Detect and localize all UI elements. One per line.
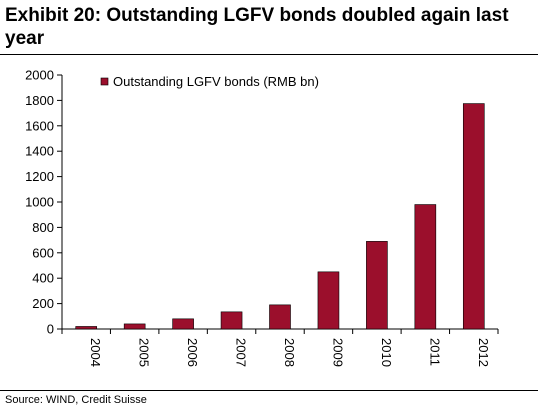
y-axis: 0 200 400 600 800 1000 1200 1400 1600 1800 2000 [25, 68, 63, 337]
y-tick-label: 1600 [25, 118, 54, 133]
bar [414, 204, 437, 330]
x-tick-label: 2011 [427, 338, 442, 366]
bar [462, 103, 485, 330]
y-tick-label: 600 [32, 245, 54, 260]
bar [317, 271, 340, 330]
x-tick-label: 2008 [282, 338, 297, 367]
y-tick-label: 2000 [25, 68, 54, 83]
bar [75, 326, 98, 330]
x-axis: 2004 2005 2006 2007 2008 2009 2010 2011 2012 [61, 328, 499, 367]
source-note: Source: WIND, Credit Suisse [5, 394, 147, 406]
footer-divider [0, 390, 538, 391]
y-tick-label: 1200 [25, 169, 54, 184]
bar [269, 304, 291, 330]
y-tick-label: 0 [47, 322, 54, 337]
bars [75, 103, 485, 330]
bar [220, 311, 243, 330]
x-tick-label: 2009 [330, 338, 345, 367]
bar [123, 323, 146, 330]
x-tick-label: 2010 [379, 338, 394, 367]
y-tick-label: 200 [32, 296, 54, 311]
y-tick-label: 1800 [25, 93, 54, 108]
y-tick-label: 800 [32, 220, 54, 235]
legend-swatch [100, 77, 109, 86]
x-tick-label: 2006 [185, 338, 200, 367]
x-tick-label: 2004 [88, 338, 103, 367]
bar [366, 241, 388, 330]
chart-title: Exhibit 20: Outstanding LGFV bonds doubl… [5, 5, 509, 49]
x-tick-label: 2007 [234, 338, 249, 367]
y-tick-label: 1000 [25, 195, 54, 210]
x-tick-label: 2012 [476, 338, 491, 367]
x-tick-label: 2005 [137, 338, 152, 367]
legend: Outstanding LGFV bonds (RMB bn) [100, 74, 319, 89]
title-divider [0, 54, 538, 55]
y-tick-label: 1400 [25, 144, 54, 159]
y-tick-label: 400 [32, 271, 54, 286]
bar [172, 318, 194, 330]
legend-label: Outstanding LGFV bonds (RMB bn) [113, 74, 319, 89]
